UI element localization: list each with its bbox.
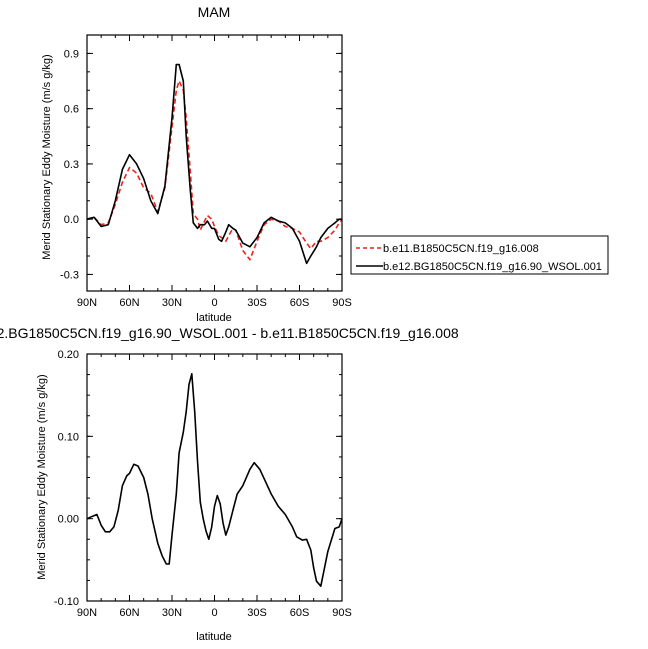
legend: b.e11.B1850C5CN.f19_g16.008 b.e12.BG1850…	[350, 235, 609, 275]
x-axis-label-top: latitude	[196, 312, 231, 324]
y-tick-label: -0.10	[54, 596, 79, 608]
series-line-1	[86, 80, 343, 261]
plot-area-bottom: 90N 60N 30N 0 30S 60S 90S -0.10 0.00 0.10 0.20	[54, 349, 352, 619]
plot-area-top: 90N 60N 30N 0 30S 60S 90S -0.3 0.0 0.3 0.6 0.9	[60, 34, 352, 309]
x-axis-label-bottom: latitude	[196, 631, 231, 643]
chart-top: MAM 90N 60N 30N 0 30S 60S 90S-0.30.00.30.60.9 …	[41, 4, 609, 324]
x-tick-label: 30N	[162, 607, 182, 619]
x-tick-label: 30N	[162, 297, 182, 309]
chart-title-top: MAM	[198, 4, 231, 20]
x-tick-label: 90S	[332, 297, 352, 309]
series-line-1	[86, 373, 343, 587]
y-tick-label: 0.3	[64, 159, 79, 171]
y-axis-label-bottom: Merid Stationary Eddy Moisture (m/s g/kg…	[36, 374, 48, 579]
x-tick-label: 90N	[77, 607, 97, 619]
x-tick-label: 60S	[290, 607, 310, 619]
x-tick-label: 60N	[119, 607, 139, 619]
x-tick-label: 0	[211, 297, 217, 309]
chart-title-bottom: b.e12.BG1850C5CN.f19_g16.90_WSOL.001 - b…	[0, 325, 459, 341]
series-line-2	[86, 63, 342, 265]
x-tick-label: 90N	[77, 297, 97, 309]
y-tick-label: 0.00	[58, 514, 79, 526]
chart-bottom: b.e12.BG1850C5CN.f19_g16.90_WSOL.001 - b…	[0, 325, 459, 643]
x-tick-label: 30S	[247, 297, 267, 309]
x-tick-label: 60S	[290, 297, 310, 309]
y-tick-label: 0.9	[64, 48, 79, 60]
x-tick-label: 30S	[247, 607, 267, 619]
y-tick-label: 0.0	[64, 214, 79, 226]
y-tick-label: 0.20	[58, 349, 79, 361]
x-tick-label: 0	[211, 607, 217, 619]
y-axis-label-top: Merid Stationary Eddy Moisture (m/s g/kg…	[41, 54, 53, 259]
y-tick-label: 0.10	[58, 431, 79, 443]
y-tick-label: -0.3	[60, 269, 79, 281]
x-tick-label: 60N	[119, 297, 139, 309]
y-tick-label: 0.6	[64, 104, 79, 116]
legend-label-series-2: b.e12.BG1850C5CN.f19_g16.90_WSOL.001	[383, 261, 602, 273]
legend-label-series-1: b.e11.B1850C5CN.f19_g16.008	[383, 243, 539, 255]
x-tick-label: 90S	[332, 607, 352, 619]
legend-box	[350, 235, 609, 275]
